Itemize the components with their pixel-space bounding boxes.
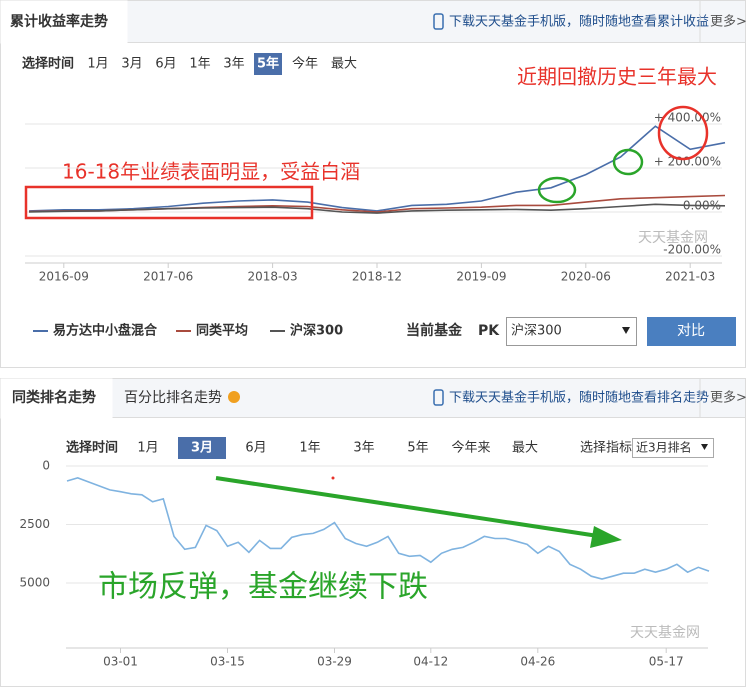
active-option-bg	[178, 437, 226, 459]
download-link[interactable]: 下载天天基金手机版，随时随地查看排名走势	[449, 390, 709, 406]
select-arrow	[622, 327, 630, 334]
legend-label: 易方达中小盘混合	[53, 323, 158, 339]
x-tick-label: 03-29	[317, 655, 352, 669]
time-label: 选择时间	[66, 440, 118, 456]
time-option[interactable]: 最大	[512, 441, 538, 456]
y-tick-label: -200.00%	[663, 243, 721, 257]
more-link[interactable]: 更多>	[710, 390, 746, 406]
time-option[interactable]: 3年	[353, 441, 374, 456]
x-tick-label: 2019-09	[456, 270, 506, 284]
y-tick-label: 2500	[19, 517, 50, 531]
watermark: 天天基金网	[630, 624, 700, 641]
tab-bg	[0, 378, 113, 419]
highlight-circle	[612, 148, 644, 176]
x-tick-label: 2016-09	[39, 270, 89, 284]
x-tick-label: 2018-03	[248, 270, 298, 284]
compare-button[interactable]	[647, 317, 736, 346]
annotation: 16-18年业绩表面明显，受益白酒	[62, 160, 360, 184]
highlight-circle	[657, 105, 709, 161]
y-tick-label: 0	[42, 459, 50, 473]
time-option[interactable]: 1年	[189, 57, 210, 72]
select-value: 近3月排名	[636, 440, 692, 455]
time-option[interactable]: 3年	[223, 57, 244, 72]
pk-label: PK	[478, 323, 500, 339]
time-option[interactable]: 最大	[331, 57, 357, 72]
overlay: 市场反弹，基金继续下跌	[24, 105, 709, 605]
time-option[interactable]: 今年	[292, 56, 318, 72]
tab[interactable]: 同类排名走势	[12, 389, 96, 406]
select-arrow	[701, 444, 708, 450]
time-option[interactable]: 6月	[245, 441, 266, 456]
series-line	[28, 125, 726, 212]
x-tick-label: 2017-06	[143, 270, 193, 284]
highlight-circle	[537, 176, 577, 204]
button-label: 对比	[677, 323, 705, 339]
tab[interactable]: 百分比排名走势	[124, 390, 222, 406]
annotation: 市场反弹，基金继续下跌	[98, 570, 428, 605]
legend-label: 同类平均	[196, 323, 248, 339]
time-option[interactable]: 3月	[191, 441, 213, 456]
y-tick-label: 5000	[19, 576, 50, 590]
time-option[interactable]: 5年	[407, 441, 428, 456]
phone-icon	[433, 13, 444, 30]
compare-label: 当前基金	[406, 322, 463, 339]
select-value: 沪深300	[511, 323, 562, 339]
x-tick-label: 05-17	[649, 655, 684, 669]
x-tick-label: 2020-06	[561, 270, 611, 284]
x-tick-label: 2018-12	[352, 270, 402, 284]
x-tick-label: 04-26	[520, 655, 555, 669]
select-box[interactable]	[506, 317, 637, 346]
x-tick-label: 04-12	[413, 655, 448, 669]
x-tick-label: 2021-03	[665, 270, 715, 284]
time-option[interactable]: 1月	[137, 441, 158, 456]
y-tick-label: + 200.00%	[654, 155, 721, 169]
select-box[interactable]	[632, 438, 714, 458]
tab[interactable]: 累计收益率走势	[10, 13, 108, 30]
indicator-label: 选择指标	[580, 441, 632, 456]
series-line	[28, 203, 726, 214]
panel	[0, 378, 746, 687]
download-link[interactable]: 下载天天基金手机版，随时随地查看累计收益	[449, 14, 709, 30]
panel-header	[0, 378, 746, 418]
time-option[interactable]: 5年	[257, 56, 279, 72]
time-option[interactable]: 1年	[299, 441, 320, 456]
tab-bg	[0, 0, 128, 44]
active-option-bg	[254, 53, 282, 75]
arrow-head	[590, 526, 622, 548]
legend-label: 沪深300	[290, 323, 343, 339]
x-tick-label: 03-15	[210, 655, 245, 669]
annotation: 近期回撤历史三年最大	[517, 65, 717, 89]
more-link[interactable]: 更多>	[710, 14, 746, 30]
time-label: 选择时间	[22, 56, 74, 72]
time-option[interactable]: 6月	[155, 57, 176, 72]
x-tick-label: 03-01	[103, 655, 138, 669]
series-line	[66, 477, 710, 580]
arrow	[215, 476, 599, 538]
time-option[interactable]: 1月	[87, 57, 108, 72]
help-icon[interactable]	[228, 391, 240, 403]
highlight-box	[24, 185, 314, 220]
panel	[0, 0, 746, 368]
phone-icon	[433, 389, 444, 406]
time-option[interactable]: 今年来	[451, 440, 490, 456]
time-option[interactable]: 3月	[121, 57, 142, 72]
dot	[331, 476, 335, 480]
watermark: 天天基金网	[638, 229, 708, 246]
